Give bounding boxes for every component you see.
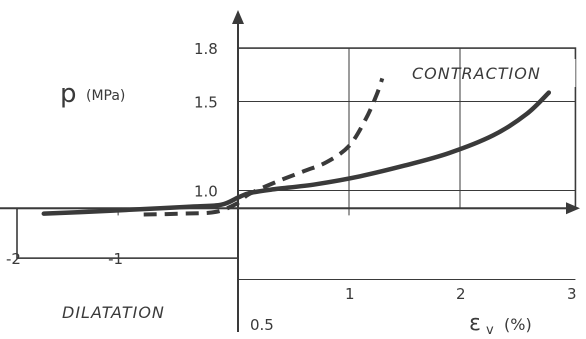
y-tick-label: 1.5 bbox=[194, 94, 218, 112]
x-tick-label: -1 bbox=[108, 250, 123, 268]
lower-region-frame bbox=[16, 207, 239, 259]
x-axis-label: ε bbox=[469, 311, 481, 336]
y-tick-label: 1.8 bbox=[194, 40, 218, 58]
tick-labels: -2 -1 1 2 3 1.8 1.5 1.0 0.5 bbox=[6, 40, 577, 334]
y-axis-label: p bbox=[60, 79, 77, 109]
axes bbox=[0, 10, 580, 332]
x-axis-unit: (%) bbox=[504, 315, 532, 334]
y-tick-label: 0.5 bbox=[250, 316, 274, 334]
y-axis-unit: (MPa) bbox=[86, 88, 125, 104]
region-label-dilatation: DILATATION bbox=[62, 303, 165, 322]
x-axis-label-subscript: v bbox=[486, 323, 494, 338]
series-line-dashed bbox=[143, 77, 385, 217]
y-axis-arrowhead bbox=[232, 10, 244, 24]
x-axis-arrowhead bbox=[566, 202, 580, 215]
contraction-label-background bbox=[406, 59, 576, 87]
x-tick-label: 2 bbox=[456, 285, 466, 303]
series-group bbox=[41, 77, 552, 217]
x-tick-label: 3 bbox=[567, 285, 577, 303]
series-line-solid bbox=[41, 90, 552, 216]
x-tick-label: -2 bbox=[6, 250, 21, 268]
region-label-contraction: CONTRACTION bbox=[412, 64, 541, 83]
y-tick-label: 1.0 bbox=[194, 183, 218, 201]
x-tick-label: 1 bbox=[345, 285, 355, 303]
